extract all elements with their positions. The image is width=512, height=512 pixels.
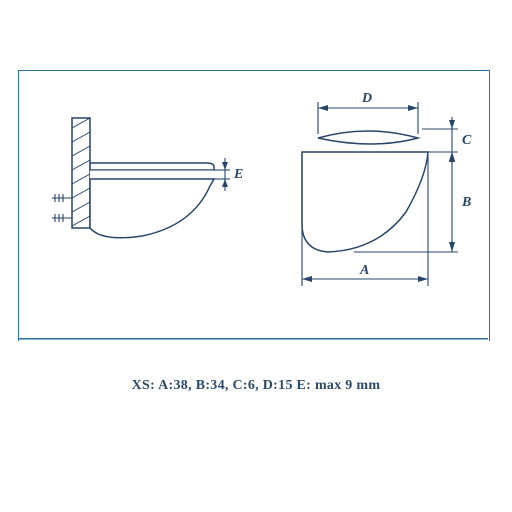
side-slot — [90, 170, 214, 179]
side-view: E — [42, 108, 252, 318]
label-D: D — [361, 91, 372, 106]
screw-top — [52, 194, 72, 202]
label-B: B — [461, 195, 471, 210]
dim-E: E — [214, 158, 243, 191]
label-A: A — [359, 263, 369, 278]
front-top-jaw — [318, 131, 418, 144]
side-lower-body — [90, 179, 214, 238]
label-C: C — [462, 133, 472, 148]
label-E: E — [233, 167, 243, 182]
dim-D: D — [318, 91, 418, 134]
screw-bottom — [52, 214, 72, 222]
dim-C: C — [422, 117, 472, 164]
front-view: D C B A — [258, 82, 488, 322]
side-top-jaw — [90, 163, 214, 170]
front-lower-body — [302, 152, 428, 252]
wall-plate — [72, 118, 90, 228]
figure-frame-bottom — [18, 338, 488, 340]
dimension-caption: XS: A:38, B:34, C:6, D:15 E: max 9 mm — [0, 378, 512, 394]
diagram-canvas: E D C — [0, 0, 512, 512]
